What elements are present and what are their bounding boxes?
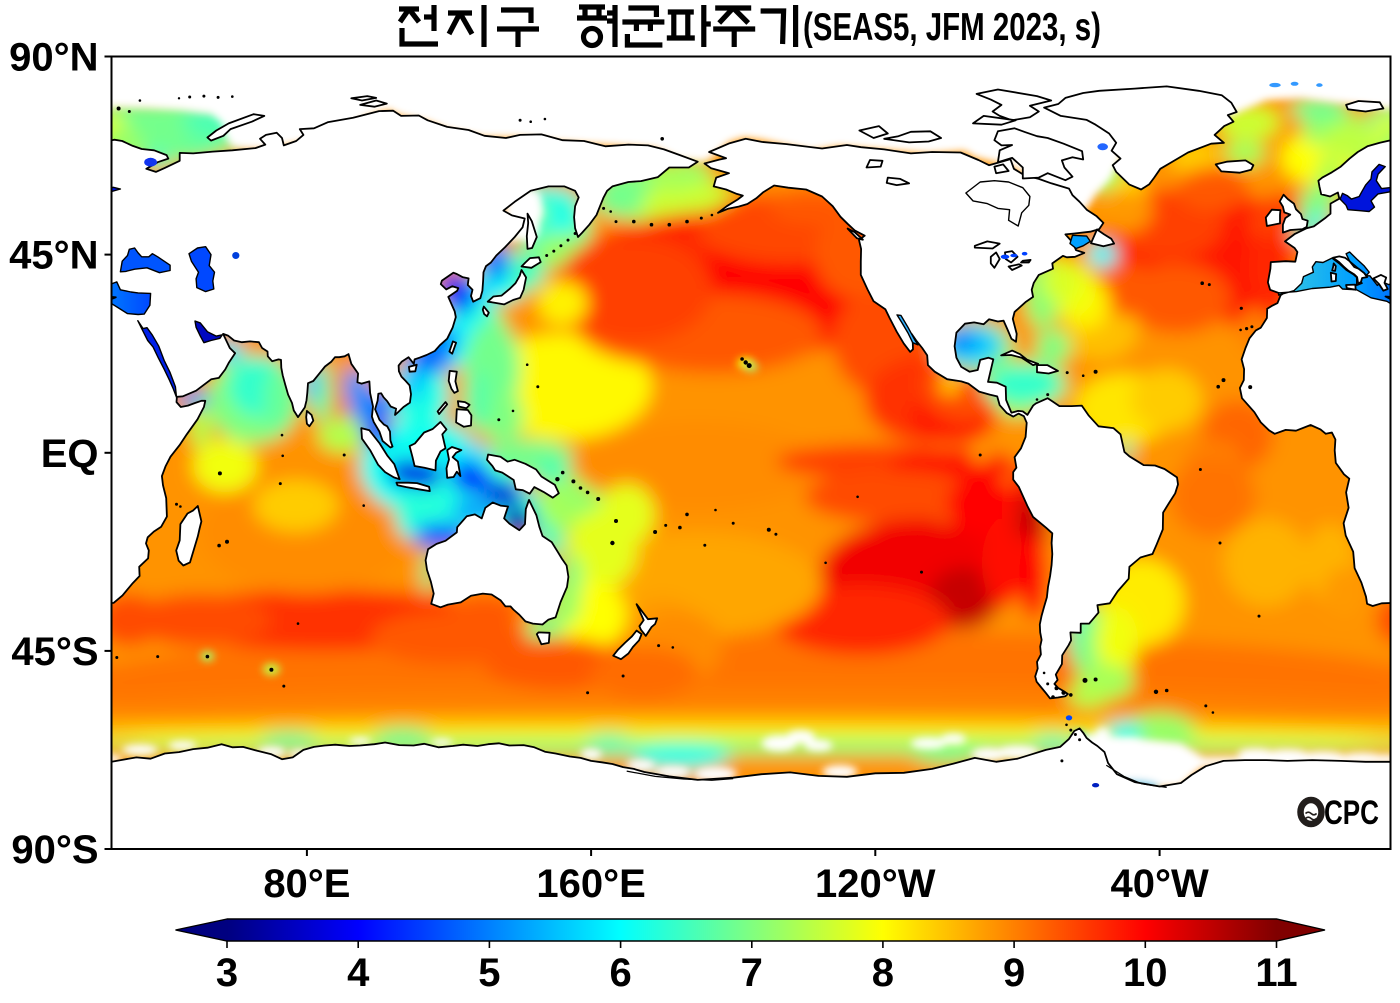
svg-text:90°N: 90°N <box>9 36 98 80</box>
svg-text:90°S: 90°S <box>11 828 98 872</box>
svg-text:9: 9 <box>1003 951 1025 995</box>
svg-text:5: 5 <box>478 951 500 995</box>
svg-text:4: 4 <box>347 951 370 995</box>
svg-text:120°W: 120°W <box>815 862 936 906</box>
svg-text:CPC: CPC <box>1324 794 1379 832</box>
svg-text:3: 3 <box>216 951 238 995</box>
svg-text:45°S: 45°S <box>11 630 98 674</box>
svg-text:45°N: 45°N <box>9 234 98 278</box>
svg-text:160°E: 160°E <box>536 862 645 906</box>
svg-text:40°W: 40°W <box>1110 862 1208 906</box>
svg-text:EQ: EQ <box>41 432 99 476</box>
svg-text:7: 7 <box>741 951 763 995</box>
svg-text:80°E: 80°E <box>263 862 350 906</box>
svg-text:8: 8 <box>872 951 894 995</box>
svg-text:6: 6 <box>609 951 631 995</box>
svg-text:11: 11 <box>1255 951 1297 995</box>
svg-text:10: 10 <box>1123 951 1168 995</box>
svg-text:(SEAS5, JFM 2023, s): (SEAS5, JFM 2023, s) <box>803 6 1101 49</box>
